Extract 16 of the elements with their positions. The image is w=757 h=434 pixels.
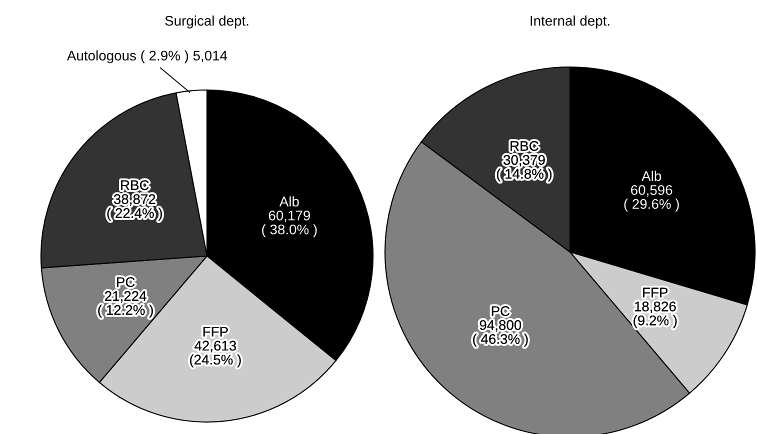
data-label: 60,596 ( 29.6% ) (624, 185, 679, 212)
slice-label: FFP (203, 326, 228, 337)
data-label: 94,800 ( 46.3% ) (473, 320, 528, 347)
slice-label: Alb (642, 170, 662, 181)
slice-label: PC (117, 277, 135, 288)
chart-title: Internal dept. (530, 16, 610, 28)
data-label: 21,224 ( 12.2% ) (98, 291, 153, 318)
slice-label: RBC (121, 180, 149, 190)
chart-title: Surgical dept. (165, 16, 248, 28)
slice-label: PC (492, 306, 510, 316)
data-label: 60,179 ( 38.0% ) (262, 210, 317, 238)
slice-label: Alb (279, 196, 299, 206)
data-label: 18,826 (9.2% ) (634, 302, 677, 328)
slice-label: Autologous ( 2.9% ) 5,014 (66, 50, 228, 64)
data-label: 42,613 (24.5% ) (190, 340, 241, 368)
slice-label: FFP (643, 288, 668, 298)
